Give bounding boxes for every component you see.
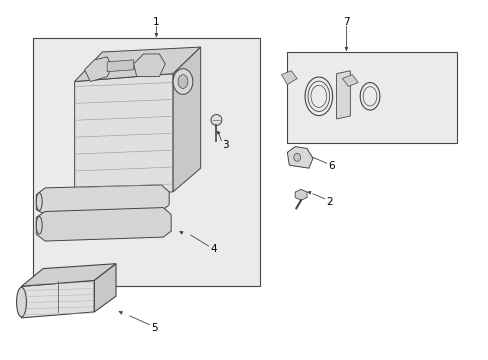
Polygon shape bbox=[75, 47, 200, 82]
Bar bbox=[33, 38, 259, 286]
Ellipse shape bbox=[36, 193, 42, 211]
Polygon shape bbox=[133, 54, 165, 77]
Polygon shape bbox=[107, 60, 133, 72]
Polygon shape bbox=[21, 264, 116, 286]
Polygon shape bbox=[342, 75, 358, 86]
Circle shape bbox=[211, 114, 222, 125]
Polygon shape bbox=[21, 280, 94, 318]
Polygon shape bbox=[75, 74, 173, 200]
Polygon shape bbox=[94, 264, 116, 312]
Ellipse shape bbox=[173, 69, 192, 94]
Ellipse shape bbox=[36, 216, 42, 234]
Polygon shape bbox=[295, 189, 306, 200]
Polygon shape bbox=[287, 147, 312, 168]
Polygon shape bbox=[36, 208, 171, 241]
Polygon shape bbox=[84, 57, 112, 82]
Polygon shape bbox=[36, 185, 169, 215]
Polygon shape bbox=[336, 71, 349, 119]
Text: 3: 3 bbox=[222, 140, 228, 149]
Polygon shape bbox=[281, 71, 297, 85]
Text: 6: 6 bbox=[328, 161, 335, 171]
Text: 2: 2 bbox=[326, 197, 333, 207]
Ellipse shape bbox=[178, 75, 187, 89]
Text: 1: 1 bbox=[153, 18, 160, 27]
Bar bbox=[287, 52, 456, 143]
Text: 5: 5 bbox=[151, 323, 158, 333]
Text: 7: 7 bbox=[343, 18, 349, 27]
Text: 4: 4 bbox=[210, 244, 217, 254]
Ellipse shape bbox=[293, 153, 300, 161]
Polygon shape bbox=[173, 47, 200, 192]
Ellipse shape bbox=[17, 287, 26, 317]
